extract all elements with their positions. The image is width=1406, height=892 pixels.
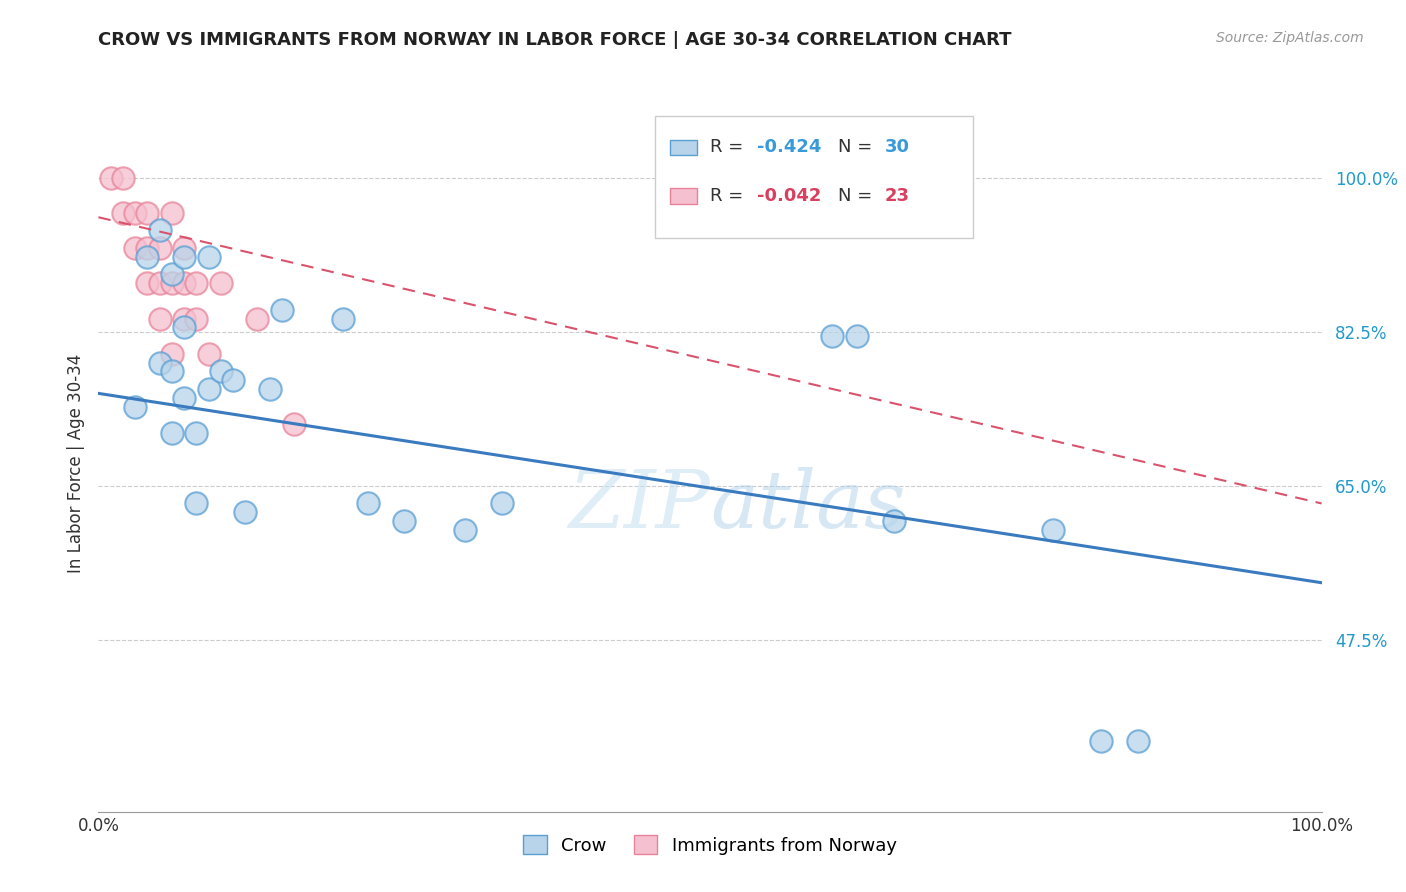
- Point: [160, 277, 183, 291]
- Text: ZIP: ZIP: [568, 467, 710, 544]
- Y-axis label: In Labor Force | Age 30-34: In Labor Force | Age 30-34: [66, 354, 84, 574]
- Point: [111, 206, 134, 220]
- Point: [259, 382, 281, 396]
- Point: [209, 364, 232, 378]
- Point: [160, 347, 183, 361]
- Point: [149, 241, 172, 255]
- Point: [197, 250, 219, 264]
- Text: R =: R =: [710, 187, 749, 205]
- Text: 30: 30: [884, 138, 910, 156]
- FancyBboxPatch shape: [655, 116, 973, 238]
- Point: [173, 250, 195, 264]
- Point: [173, 241, 195, 255]
- Point: [160, 268, 183, 282]
- Point: [124, 400, 146, 414]
- Text: Source: ZipAtlas.com: Source: ZipAtlas.com: [1216, 31, 1364, 45]
- Text: -0.424: -0.424: [756, 138, 821, 156]
- Point: [845, 329, 868, 343]
- Point: [356, 496, 378, 510]
- Point: [136, 277, 159, 291]
- Point: [270, 302, 294, 317]
- Point: [136, 241, 159, 255]
- Point: [173, 320, 195, 334]
- Point: [136, 250, 159, 264]
- Text: atlas: atlas: [710, 467, 905, 544]
- Point: [160, 206, 183, 220]
- Point: [283, 417, 305, 432]
- Point: [173, 277, 195, 291]
- Point: [149, 311, 172, 326]
- Point: [186, 277, 208, 291]
- Point: [209, 277, 232, 291]
- Point: [1128, 734, 1150, 748]
- Point: [883, 514, 905, 528]
- Point: [186, 425, 208, 440]
- Text: N =: N =: [838, 138, 879, 156]
- Point: [197, 347, 219, 361]
- Point: [111, 170, 134, 185]
- Legend: Crow, Immigrants from Norway: Crow, Immigrants from Norway: [516, 828, 904, 862]
- Text: N =: N =: [838, 187, 879, 205]
- Point: [186, 311, 208, 326]
- Point: [149, 355, 172, 369]
- Point: [100, 170, 122, 185]
- Point: [173, 311, 195, 326]
- Point: [821, 329, 844, 343]
- Point: [491, 496, 513, 510]
- Point: [186, 496, 208, 510]
- Point: [246, 311, 269, 326]
- Point: [149, 223, 172, 237]
- Point: [160, 425, 183, 440]
- Point: [392, 514, 416, 528]
- Point: [1042, 523, 1064, 537]
- Point: [1090, 734, 1112, 748]
- Point: [124, 206, 146, 220]
- Point: [136, 206, 159, 220]
- Point: [197, 382, 219, 396]
- Point: [124, 241, 146, 255]
- Point: [454, 523, 477, 537]
- Point: [149, 277, 172, 291]
- Point: [222, 373, 245, 387]
- FancyBboxPatch shape: [669, 188, 696, 203]
- Point: [332, 311, 354, 326]
- Point: [233, 505, 256, 519]
- Text: CROW VS IMMIGRANTS FROM NORWAY IN LABOR FORCE | AGE 30-34 CORRELATION CHART: CROW VS IMMIGRANTS FROM NORWAY IN LABOR …: [98, 31, 1012, 49]
- FancyBboxPatch shape: [669, 140, 696, 155]
- Text: 23: 23: [884, 187, 910, 205]
- Point: [173, 391, 195, 405]
- Point: [160, 364, 183, 378]
- Text: -0.042: -0.042: [756, 187, 821, 205]
- Text: R =: R =: [710, 138, 749, 156]
